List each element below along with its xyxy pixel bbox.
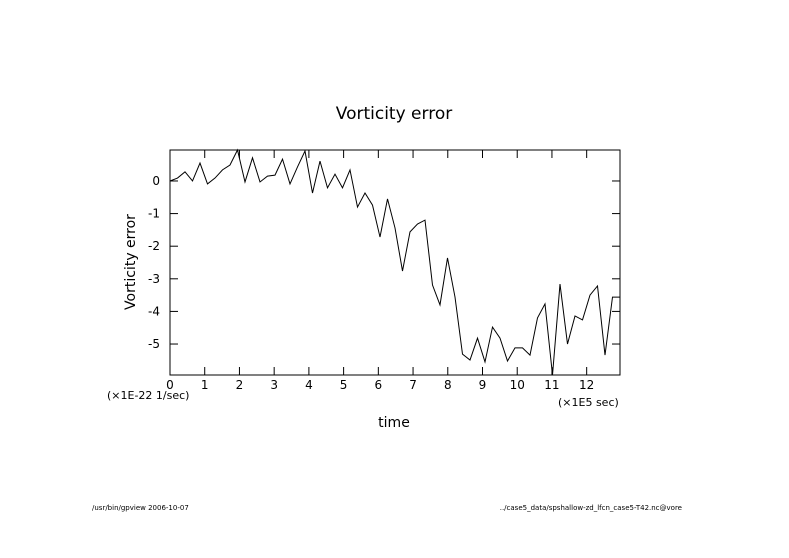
y-axis-label: Vorticity error xyxy=(123,214,139,310)
x-tick-label: 6 xyxy=(375,378,383,392)
y-tick-label: -4 xyxy=(148,304,160,318)
x-tick-label: 1 xyxy=(201,378,209,392)
x-tick-label: 3 xyxy=(270,378,278,392)
footer-right: ../case5_data/spshallow-zd_lfcn_case5-T4… xyxy=(500,504,682,512)
data-line xyxy=(169,148,620,376)
x-tick-label: 8 xyxy=(444,378,452,392)
y-tick-label: 0 xyxy=(152,174,160,188)
y-tick-label: -3 xyxy=(148,272,160,286)
y-tick-label: -1 xyxy=(148,207,160,221)
x-tick-label: 11 xyxy=(544,378,559,392)
x-tick-label: 0 xyxy=(166,378,174,392)
y-tick-label: -5 xyxy=(148,337,160,351)
chart-title: Vorticity error xyxy=(336,104,452,124)
x-tick-label: 12 xyxy=(579,378,594,392)
x-axis-label: time xyxy=(378,415,410,431)
x-tick-label: 7 xyxy=(409,378,417,392)
footer-left: /usr/bin/gpview 2006-10-07 xyxy=(92,504,189,512)
y-tick-label: -2 xyxy=(148,239,160,253)
x-unit: (×1E5 sec) xyxy=(558,396,619,409)
plot-frame xyxy=(169,149,621,376)
x-tick-label: 5 xyxy=(340,378,348,392)
y-unit: (×1E-22 1/sec) xyxy=(107,389,189,402)
x-tick-label: 9 xyxy=(479,378,487,392)
x-tick-label: 4 xyxy=(305,378,313,392)
x-tick-label: 10 xyxy=(510,378,525,392)
x-tick-label: 2 xyxy=(236,378,244,392)
